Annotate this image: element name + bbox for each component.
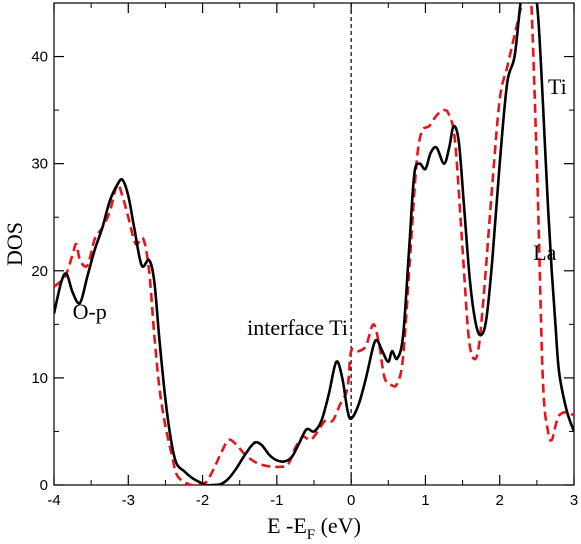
x-tick-label: 1 — [421, 492, 429, 509]
x-tick-label: 2 — [496, 492, 504, 509]
y-tick-label: 40 — [31, 49, 48, 66]
y-tick-label: 20 — [31, 263, 48, 280]
x-axis-title-main: E -E — [267, 513, 307, 538]
x-tick-label: -3 — [122, 492, 135, 509]
y-tick-label: 0 — [40, 477, 48, 494]
x-axis-title-unit: (eV) — [315, 513, 361, 538]
plot-frame — [53, 2, 575, 486]
x-axis-title-subscript: F — [307, 527, 315, 543]
x-tick-label: -2 — [196, 492, 209, 509]
x-tick-label: 0 — [347, 492, 355, 509]
tick-marks — [53, 3, 575, 486]
annotation-label: interface Ti — [247, 315, 348, 340]
x-axis-title: E -EF (eV) — [267, 513, 361, 543]
y-tick-label: 30 — [31, 156, 48, 173]
annotation-label: Ti — [548, 74, 567, 99]
y-tick-label: 10 — [31, 370, 48, 387]
series-line-red-dashed — [54, 3, 574, 485]
x-tick-label: -4 — [47, 492, 60, 509]
x-tick-label: -1 — [270, 492, 283, 509]
annotation-label: La — [533, 240, 556, 265]
series-line-black-solid — [54, 3, 574, 485]
annotation-label: O-p — [73, 299, 107, 324]
x-tick-label: 3 — [570, 492, 578, 509]
y-axis-title: DOS — [2, 222, 27, 266]
